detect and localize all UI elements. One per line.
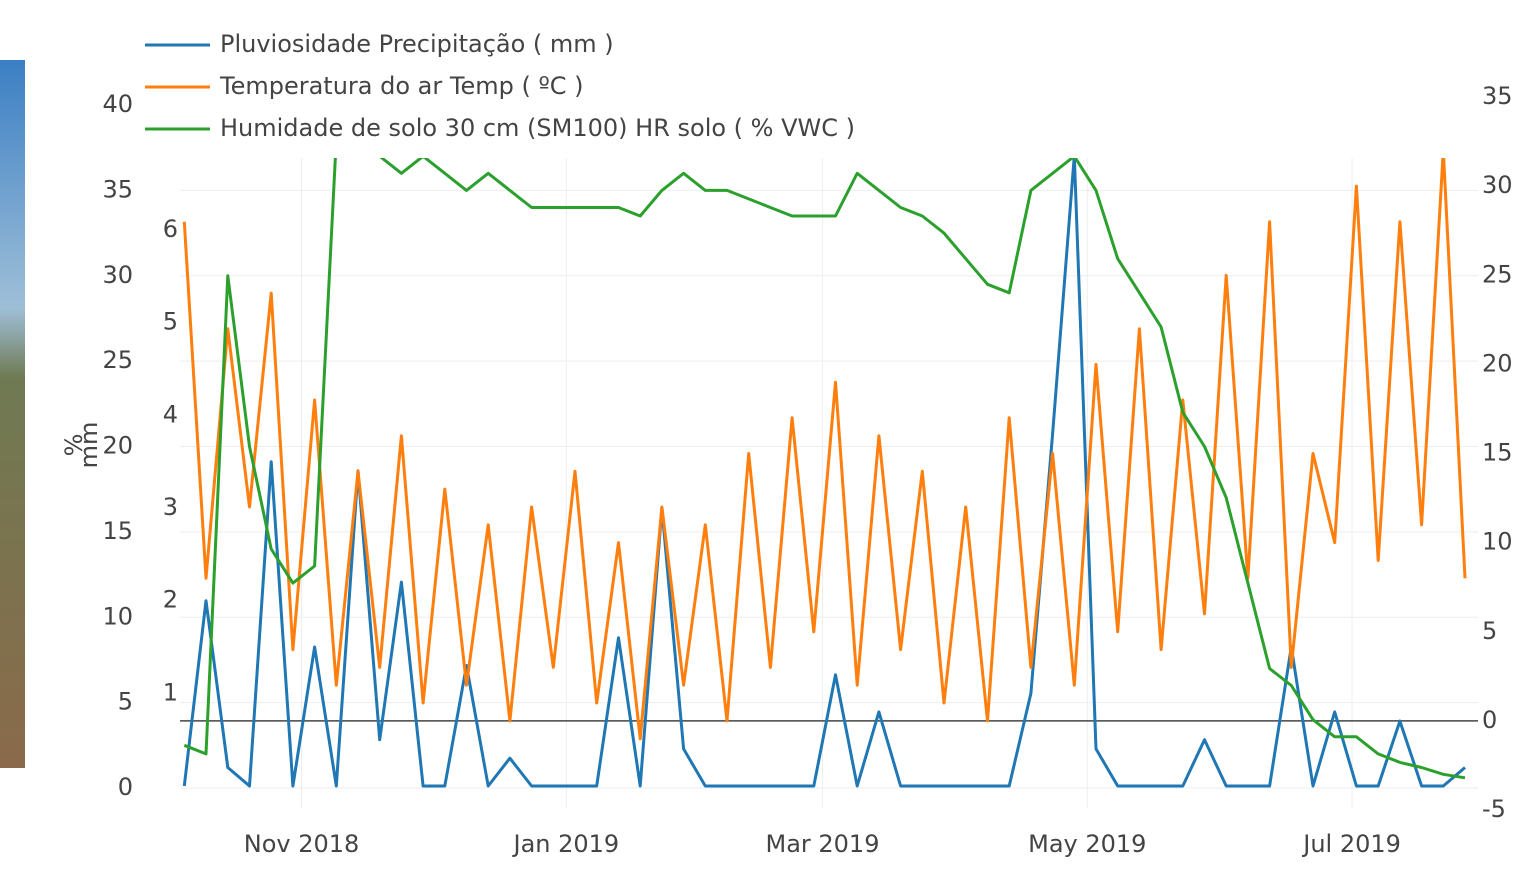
y3-tick-label: 25 — [102, 346, 133, 374]
y-tick-label: 3 — [163, 493, 178, 521]
y2-tick-label: 25 — [1482, 260, 1513, 288]
x-tick-label: Mar 2019 — [765, 830, 879, 858]
y3-tick-label: 0 — [118, 773, 133, 801]
y2-tick-label: -5 — [1482, 795, 1506, 823]
x-tick-label: May 2019 — [1028, 830, 1146, 858]
x-tick-label: Jan 2019 — [512, 830, 620, 858]
x-tick-label: Nov 2018 — [244, 830, 360, 858]
y2-tick-label: 30 — [1482, 171, 1513, 199]
y-tick-label: 4 — [163, 400, 178, 428]
y3-tick-label: 10 — [102, 602, 133, 630]
series-line — [183, 158, 1466, 780]
y3-tick-label: 30 — [102, 261, 133, 289]
y-axis-label: mm — [75, 422, 103, 469]
y3-tick-label: 5 — [118, 688, 133, 716]
plot-area — [182, 158, 1467, 788]
y-tick-label: 6 — [163, 215, 178, 243]
y3-tick-label: 15 — [102, 517, 133, 545]
y3-tick-label: 40 — [102, 90, 133, 118]
y2-tick-label: 20 — [1482, 349, 1513, 377]
legend-label: Pluviosidade Precipitação ( mm ) — [220, 30, 614, 58]
y-tick-label: 5 — [163, 308, 178, 336]
y2-tick-label: 15 — [1482, 439, 1513, 467]
y2-tick-label: 5 — [1482, 617, 1497, 645]
y3-tick-label: 20 — [102, 432, 133, 460]
legend-label: Temperatura do ar Temp ( ºC ) — [219, 72, 584, 100]
y2-tick-label: 10 — [1482, 528, 1513, 556]
x-tick-label: Jul 2019 — [1301, 830, 1401, 858]
side-photo — [0, 60, 25, 768]
y-tick-label: 2 — [163, 586, 178, 614]
y3-tick-label: 35 — [102, 175, 133, 203]
y3-axis-label: % — [60, 434, 88, 457]
y2-tick-label: 35 — [1482, 82, 1513, 110]
series-line — [182, 158, 1466, 788]
legend-label: Humidade de solo 30 cm (SM100) HR solo (… — [220, 114, 855, 142]
series-line — [182, 158, 1467, 741]
y2-tick-label: 0 — [1482, 706, 1497, 734]
y-tick-label: 1 — [163, 678, 178, 706]
